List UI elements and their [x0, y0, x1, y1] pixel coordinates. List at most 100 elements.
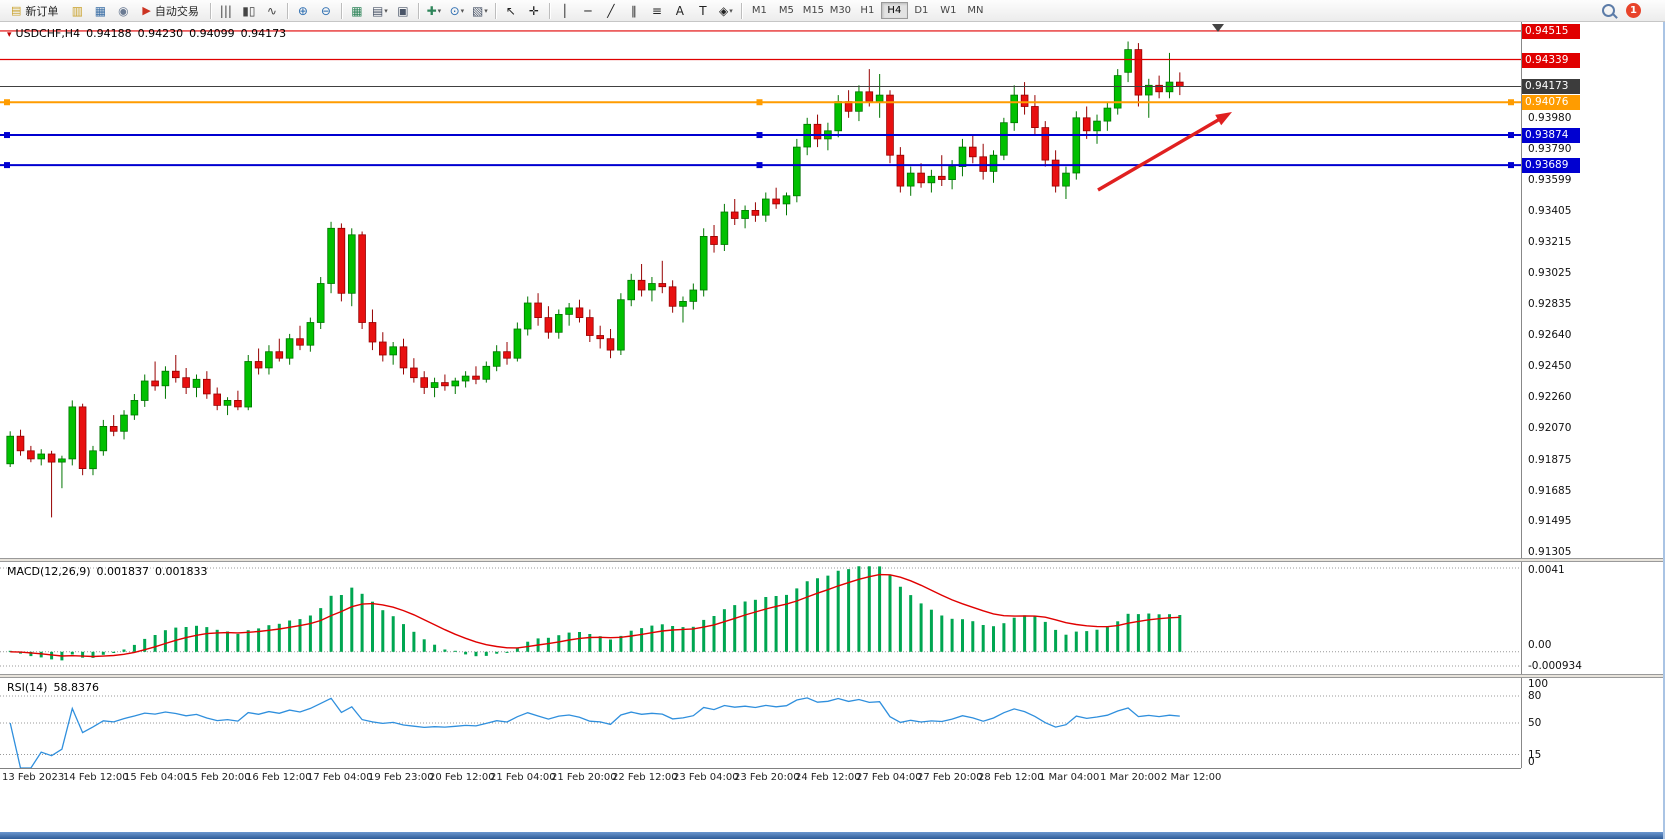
toolbar-separator [340, 2, 342, 19]
line-chart-button[interactable]: ∿ [261, 2, 283, 20]
label-button[interactable]: T [692, 2, 714, 20]
trend-arrow-annotation[interactable] [1097, 112, 1232, 192]
navigator-button[interactable]: ◉ [112, 2, 134, 20]
price-tick: 0.91685 [1528, 485, 1572, 497]
price-axis[interactable]: 0.93980 0.93790 0.93599 0.93405 0.93215 0.930… [1521, 22, 1665, 558]
timeframe-h4[interactable]: H4 [880, 2, 908, 19]
toolbox-icon: ▥ [71, 3, 84, 18]
vertical-line-button[interactable]: │ [554, 2, 576, 20]
time-label: 2 Mar 12:00 [1161, 772, 1222, 783]
price-tick: 0.93599 [1528, 174, 1572, 186]
candlestick-chart-button[interactable]: ▮▯ [238, 2, 260, 20]
macd-signal-line [10, 573, 1180, 658]
zoom-out-button[interactable]: ⊖ [315, 2, 337, 20]
cursor-button[interactable]: ↖ [500, 2, 522, 20]
toolbar-separator [548, 2, 550, 19]
one-click-trading-icon[interactable]: ▾ [7, 30, 12, 40]
timeframe-m30[interactable]: M30 [827, 2, 854, 19]
new-chart-button[interactable]: ▤ ▾ [369, 2, 391, 20]
shapes-button[interactable]: ◈ ▾ [715, 2, 737, 20]
profiles-icon: ▣ [397, 3, 409, 18]
chart-shift-marker-icon [1212, 24, 1224, 32]
periods-icon: ⊙ [449, 3, 460, 18]
timeframe-m5[interactable]: M5 [773, 2, 800, 19]
price-tick: 0.91875 [1528, 454, 1572, 466]
time-label: 22 Feb 12:00 [612, 772, 678, 783]
time-label: 16 Feb 12:00 [246, 772, 312, 783]
time-label: 1 Mar 04:00 [1039, 772, 1100, 783]
timeframe-d1[interactable]: D1 [908, 2, 935, 19]
price-tick: 0.93790 [1528, 143, 1572, 155]
line-handle [1508, 132, 1514, 139]
notification-badge[interactable]: 1 [1626, 3, 1641, 18]
equidistant-channel-icon: ∥ [630, 3, 637, 18]
zoom-in-button[interactable]: ⊕ [292, 2, 314, 20]
rsi-panel[interactable] [0, 678, 1521, 768]
new-order-button[interactable]: ▤ 新订单 [4, 2, 65, 20]
ohlc-low: 0.94099 [189, 27, 235, 40]
button-label: 新订单 [25, 4, 59, 18]
panel-separator[interactable] [0, 674, 1665, 678]
horizontal-line-button[interactable]: ─ [577, 2, 599, 20]
profiles-button[interactable]: ▣ [392, 2, 414, 20]
search-button[interactable] [1597, 2, 1619, 20]
bar-chart-button[interactable]: ||| [215, 2, 237, 20]
bar-chart-icon: ||| [219, 3, 232, 18]
line-handle [1508, 162, 1514, 169]
vertical-line-icon: │ [561, 3, 569, 18]
time-label: 15 Feb 20:00 [185, 772, 251, 783]
price-tick: 0.92260 [1528, 391, 1572, 403]
toolbox-button[interactable]: ▥ [66, 2, 88, 20]
horizontal-level-lines[interactable] [0, 30, 1521, 169]
timeframe-h1[interactable]: H1 [854, 2, 881, 19]
candlestick-series [6, 41, 1184, 518]
line-handle [4, 99, 10, 106]
crosshair-icon: ✛ [528, 3, 539, 18]
trendline-button[interactable]: ╱ [600, 2, 622, 20]
timeframe-m1[interactable]: M1 [746, 2, 773, 19]
channel-button[interactable]: ∥ [623, 2, 645, 20]
macd-panel[interactable] [0, 562, 1521, 674]
periods-button[interactable]: ⊙ ▾ [446, 2, 468, 20]
price-chart[interactable] [0, 22, 1521, 558]
macd-axis: 0.0041 0.00 -0.000934 [1521, 562, 1665, 674]
dropdown-caret-icon: ▾ [484, 6, 488, 15]
market-watch-icon: ▦ [94, 3, 107, 18]
tile-windows-button[interactable]: ▦ [346, 2, 368, 20]
toolbar-separator [494, 2, 496, 19]
price-tick: 0.92835 [1528, 298, 1572, 310]
macd-tick: 0.0041 [1528, 564, 1565, 576]
time-label: 24 Feb 12:00 [795, 772, 861, 783]
time-label: 19 Feb 23:00 [368, 772, 434, 783]
line-chart-icon: ∿ [266, 3, 277, 18]
rsi-tick: 50 [1528, 717, 1542, 729]
price-tag: 0.94515 [1522, 24, 1580, 39]
price-tick: 0.91305 [1528, 546, 1572, 558]
price-tag: 0.93874 [1522, 128, 1580, 143]
macd-histogram [8, 566, 1182, 661]
line-handle [756, 162, 763, 169]
rsi-label: RSI(14) 58.8376 [7, 681, 99, 694]
fibonacci-button[interactable]: ≡ [646, 2, 668, 20]
timeframe-w1[interactable]: W1 [935, 2, 962, 19]
time-label: 27 Feb 04:00 [856, 772, 922, 783]
text-button[interactable]: A [669, 2, 691, 20]
time-label: 15 Feb 04:00 [124, 772, 190, 783]
rsi-tick: 15 [1528, 749, 1542, 761]
line-handle [756, 132, 763, 139]
time-axis[interactable]: 13 Feb 2023 14 Feb 12:00 15 Feb 04:00 15 Fe… [0, 768, 1521, 787]
dropdown-caret-icon: ▾ [729, 6, 733, 15]
market-watch-button[interactable]: ▦ [89, 2, 111, 20]
ohlc-open: 0.94188 [86, 27, 132, 40]
panel-separator[interactable] [0, 558, 1665, 562]
crosshair-button[interactable]: ✛ [523, 2, 545, 20]
line-handle [4, 162, 10, 169]
zoom-in-icon: ⊕ [297, 3, 308, 18]
dropdown-caret-icon: ▾ [460, 6, 465, 15]
timeframe-mn[interactable]: MN [962, 2, 989, 19]
indicators-button[interactable]: ✚ ▾ [423, 2, 445, 20]
auto-trading-button[interactable]: ▶ 自动交易 [135, 2, 205, 20]
timeframe-m15[interactable]: M15 [800, 2, 827, 19]
templates-button[interactable]: ▧ ▾ [469, 2, 491, 20]
